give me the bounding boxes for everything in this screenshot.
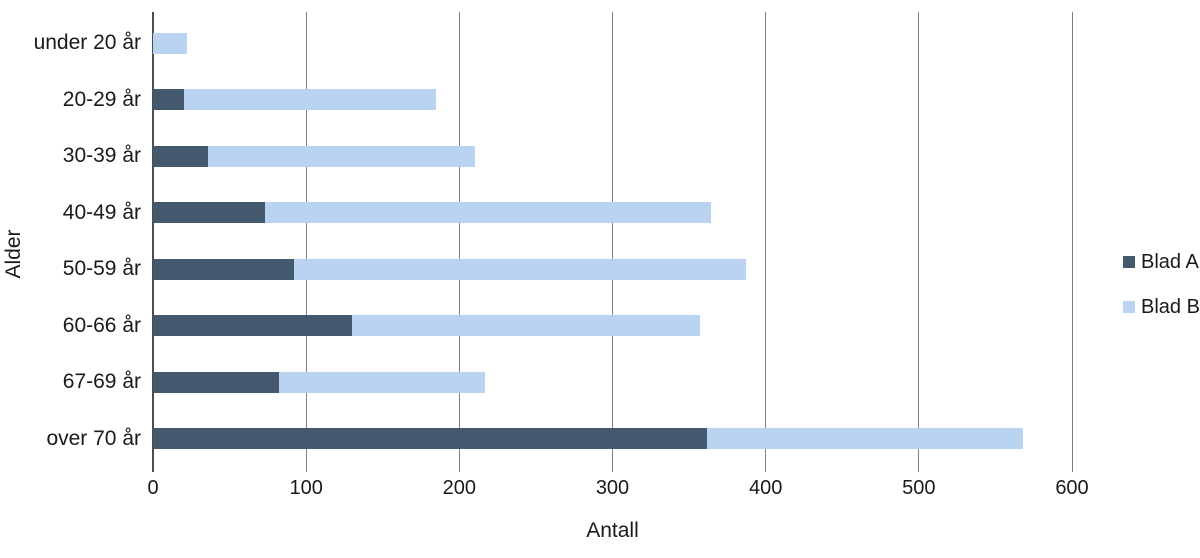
legend-item-blad-b: Blad B [1123, 296, 1200, 318]
bar-row-6 [153, 371, 486, 393]
x-tick-label-300: 300 [595, 477, 630, 499]
bar-segment-blad-b [183, 89, 437, 110]
y-category-label-4: 50-59 år [62, 257, 141, 280]
bar-row-4 [153, 258, 746, 280]
x-tick-label-0: 0 [147, 477, 159, 499]
gridline-500 [918, 12, 920, 472]
bar-segment-blad-b [278, 371, 486, 393]
bar-segment-blad-a [153, 145, 209, 167]
legend: Blad A Blad B [1123, 251, 1200, 341]
bar-row-3 [153, 202, 711, 223]
bar-segment-blad-a [153, 89, 184, 110]
y-category-label-5: 60-66 år [62, 313, 141, 337]
y-category-label-3: 40-49 år [62, 200, 141, 224]
gridline-200 [458, 12, 460, 472]
y-axis-line [152, 12, 154, 472]
y-category-label-7: over 70 år [46, 426, 141, 450]
y-category-label-2: 30-39 år [62, 144, 141, 167]
bar-row-7 [153, 428, 1023, 449]
bar-segment-blad-a [153, 371, 279, 393]
x-tick-label-100: 100 [289, 477, 323, 499]
bar-row-5 [153, 315, 700, 336]
y-category-label-0: under 20 år [33, 31, 141, 54]
bar-segment-blad-a [153, 202, 265, 223]
gridline-300 [612, 12, 613, 472]
gridline-400 [765, 12, 767, 472]
x-tick-label-600: 600 [1055, 477, 1089, 499]
x-tick-label-400: 400 [748, 477, 783, 499]
bar-segment-blad-a [153, 315, 353, 336]
bar-segment-blad-b [153, 32, 187, 54]
bar-row-0 [153, 32, 187, 54]
x-tick-label-500: 500 [902, 477, 936, 499]
x-tick-label-200: 200 [442, 477, 477, 499]
bar-row-1 [153, 89, 437, 110]
bar-segment-blad-a [153, 258, 294, 280]
y-category-label-6: 67-69 år [62, 370, 141, 393]
legend-label-blad-a: Blad A [1141, 250, 1199, 273]
bar-segment-blad-b [707, 428, 1023, 449]
y-category-label-1: 20-29 år [62, 87, 141, 111]
bar-segment-blad-b [352, 315, 700, 336]
legend-swatch-blad-a [1123, 256, 1135, 268]
legend-label-blad-b: Blad B [1141, 295, 1200, 318]
bar-row-2 [153, 145, 475, 167]
legend-item-blad-a: Blad A [1123, 251, 1200, 273]
bar-segment-blad-b [264, 202, 711, 223]
x-axis-title: Antall [586, 519, 639, 542]
bar-segment-blad-a [153, 428, 708, 449]
gridline-100 [305, 12, 307, 472]
legend-swatch-blad-b [1123, 301, 1135, 313]
bar-segment-blad-b [208, 145, 475, 167]
gridline-600 [1071, 12, 1073, 472]
bar-segment-blad-b [293, 258, 746, 280]
